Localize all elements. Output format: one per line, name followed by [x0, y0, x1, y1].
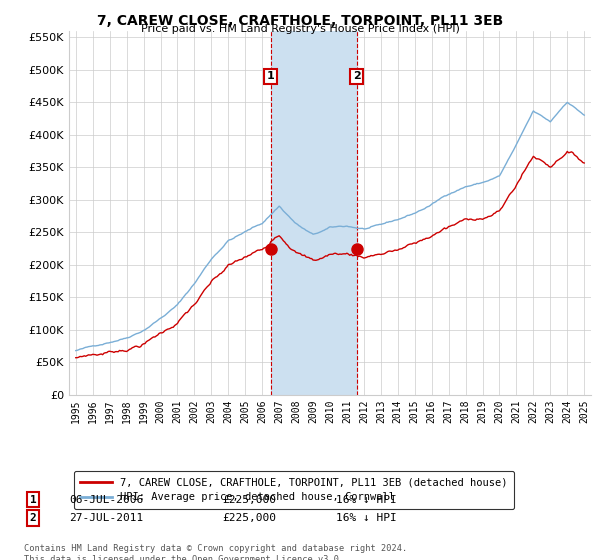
Text: £225,000: £225,000: [222, 494, 276, 505]
Legend: 7, CAREW CLOSE, CRAFTHOLE, TORPOINT, PL11 3EB (detached house), HPI: Average pri: 7, CAREW CLOSE, CRAFTHOLE, TORPOINT, PL1…: [74, 471, 514, 508]
Bar: [271, 31, 357, 395]
Text: 7, CAREW CLOSE, CRAFTHOLE, TORPOINT, PL11 3EB: 7, CAREW CLOSE, CRAFTHOLE, TORPOINT, PL1…: [97, 14, 503, 28]
Text: 16% ↓ HPI: 16% ↓ HPI: [336, 494, 397, 505]
Text: Price paid vs. HM Land Registry's House Price Index (HPI): Price paid vs. HM Land Registry's House …: [140, 24, 460, 34]
Text: 2: 2: [353, 71, 361, 81]
Text: £225,000: £225,000: [222, 513, 276, 523]
Text: 2: 2: [29, 513, 37, 523]
Text: 1: 1: [29, 494, 37, 505]
Text: 06-JUL-2006: 06-JUL-2006: [69, 494, 143, 505]
Text: 27-JUL-2011: 27-JUL-2011: [69, 513, 143, 523]
Text: 1: 1: [267, 71, 275, 81]
Text: 16% ↓ HPI: 16% ↓ HPI: [336, 513, 397, 523]
Text: Contains HM Land Registry data © Crown copyright and database right 2024.
This d: Contains HM Land Registry data © Crown c…: [24, 544, 407, 560]
